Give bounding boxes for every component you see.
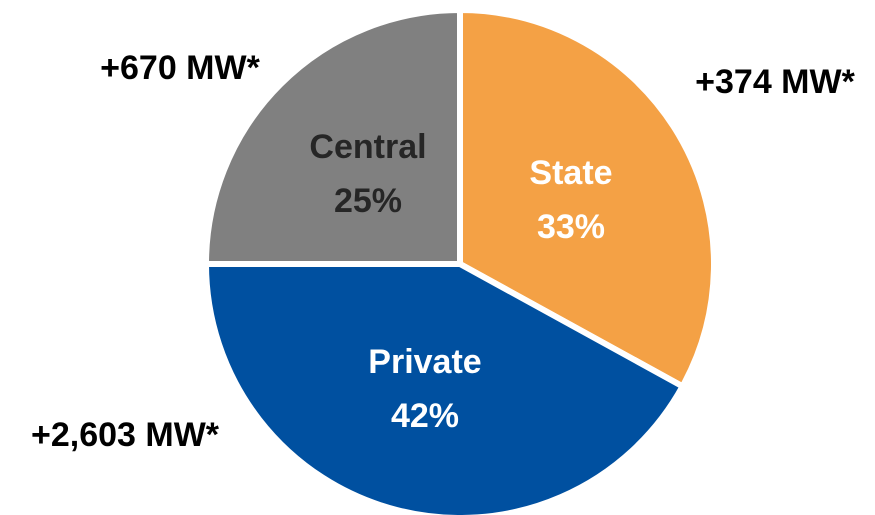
pie-slice xyxy=(203,261,686,515)
slice-value-label: 25% xyxy=(334,182,402,220)
slice-annotation: +670 MW* xyxy=(100,49,260,87)
pie-slice xyxy=(203,7,463,267)
slice-value-label: 42% xyxy=(391,397,459,435)
slice-category-label: Private xyxy=(368,343,481,381)
slice-annotation: +2,603 MW* xyxy=(31,416,220,454)
slice-category-label: State xyxy=(529,154,612,192)
slice-value-label: 33% xyxy=(537,208,605,246)
pie-slice xyxy=(457,7,717,390)
slice-annotation: +374 MW* xyxy=(695,63,855,101)
slice-category-label: Central xyxy=(309,128,426,166)
